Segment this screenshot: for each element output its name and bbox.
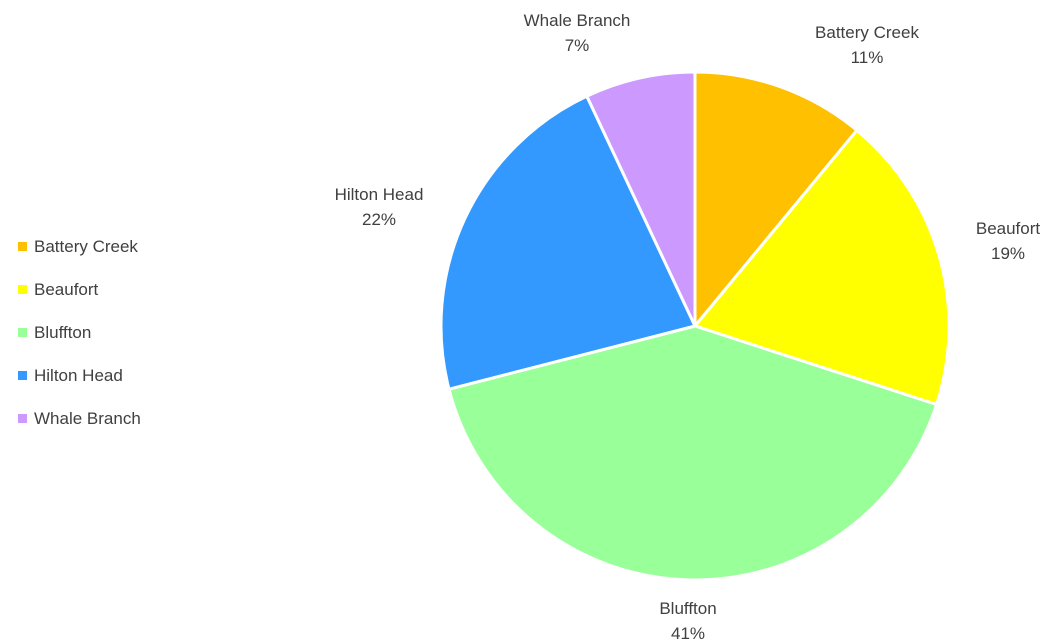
data-label-category: Bluffton [659, 599, 716, 618]
data-label-battery-creek: Battery Creek 11% [815, 23, 919, 67]
legend-swatch [18, 371, 27, 380]
legend-label: Beaufort [34, 279, 99, 299]
pie-slice-battery-creek [693, 70, 859, 328]
chart-legend: Battery Creek Beaufort Bluffton Hilton H… [18, 225, 141, 440]
pie-slice-beaufort [693, 128, 951, 406]
data-label-category: Whale Branch [524, 11, 631, 30]
pie-slices [439, 70, 951, 582]
data-label-beaufort: Beaufort 19% [976, 219, 1041, 263]
legend-label: Hilton Head [34, 365, 123, 385]
legend-swatch [18, 414, 27, 423]
pie-slice-whale-branch [585, 70, 697, 328]
data-label-percent: 7% [565, 36, 590, 55]
data-label-percent: 41% [671, 624, 705, 643]
legend-item-battery-creek: Battery Creek [18, 225, 141, 268]
pie-slice-hilton-head [439, 94, 697, 391]
data-label-category: Battery Creek [815, 23, 919, 42]
data-label-hilton-head: Hilton Head 22% [335, 185, 424, 229]
legend-item-whale-branch: Whale Branch [18, 397, 141, 440]
legend-label: Whale Branch [34, 408, 141, 428]
legend-label: Battery Creek [34, 236, 138, 256]
data-label-whale-branch: Whale Branch 7% [524, 11, 631, 55]
data-label-percent: 22% [362, 210, 396, 229]
data-label-bluffton: Bluffton 41% [659, 599, 716, 643]
legend-item-hilton-head: Hilton Head [18, 354, 141, 397]
legend-label: Bluffton [34, 322, 92, 342]
data-label-category: Beaufort [976, 219, 1041, 238]
legend-item-bluffton: Bluffton [18, 311, 141, 354]
pie-data-labels: Battery Creek 11% Beaufort 19% Bluffton 41% Hi… [335, 11, 1041, 643]
legend-item-beaufort: Beaufort [18, 268, 141, 311]
legend-swatch [18, 328, 27, 337]
pie-slice-bluffton [447, 324, 939, 582]
data-label-percent: 11% [851, 48, 884, 67]
data-label-category: Hilton Head [335, 185, 424, 204]
data-label-percent: 19% [991, 244, 1025, 263]
legend-swatch [18, 242, 27, 251]
legend-swatch [18, 285, 27, 294]
